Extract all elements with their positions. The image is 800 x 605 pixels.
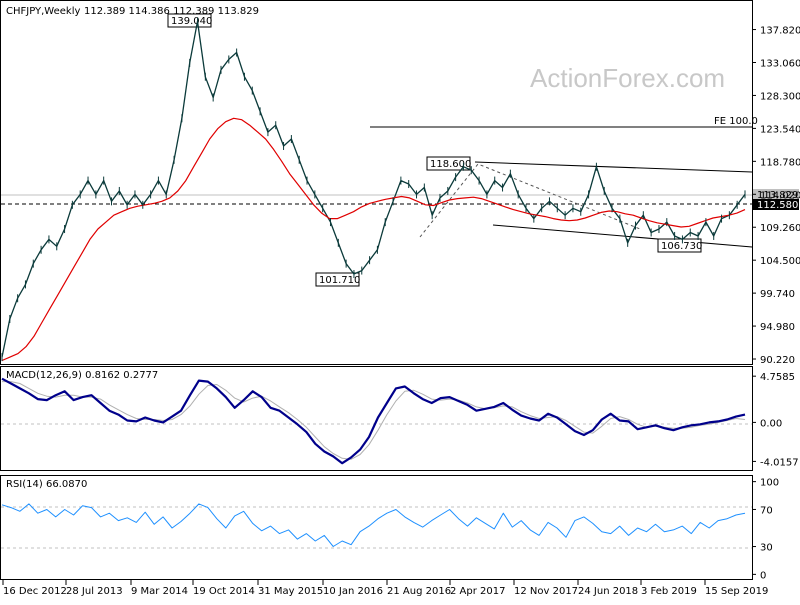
dynamic-layer: 137.820 133.060 128.300 123.540 118.780 114.0… bbox=[1, 17, 800, 597]
svg-text:106.730: 106.730 bbox=[661, 241, 702, 252]
date-tick-label: 3 Feb 2019 bbox=[641, 586, 697, 597]
price-panel-title: CHFJPY,Weekly bbox=[6, 6, 80, 17]
annotation-101710: 101.710 bbox=[315, 272, 360, 287]
level-tag bbox=[753, 199, 799, 210]
channel-lower-line bbox=[492, 224, 753, 248]
rsi-panel-title: RSI(14) 66.0870 bbox=[6, 479, 87, 490]
price-axis-tick-label: 137.820 bbox=[760, 26, 800, 37]
price-axis-tick-label: 90.220 bbox=[760, 355, 795, 366]
macd-axis-tick-label: 0.00 bbox=[760, 418, 782, 429]
svg-text:118.600: 118.600 bbox=[430, 159, 471, 170]
date-tick-label: 21 Aug 2016 bbox=[387, 586, 451, 597]
date-tick-label: 28 Jul 2013 bbox=[66, 586, 123, 597]
price-axis-tick-label: 94.980 bbox=[760, 322, 795, 333]
date-tick-label: 24 Jun 2018 bbox=[578, 586, 638, 597]
rsi-axis-tick-label: 70 bbox=[760, 505, 773, 516]
moving-average-line bbox=[1, 117, 746, 362]
rsi-axis-tick-label: 30 bbox=[760, 543, 773, 554]
date-tick-label: 16 Dec 2012 bbox=[3, 586, 67, 597]
rsi-line bbox=[1, 503, 746, 547]
level-tag-text: 112.580 bbox=[757, 200, 798, 211]
price-axis-tick-label: 123.540 bbox=[760, 124, 800, 135]
current-price-tag-text: 113.829 bbox=[757, 190, 798, 201]
price-axis-tick-label: 128.300 bbox=[760, 91, 800, 102]
price-panel-frame bbox=[0, 0, 753, 365]
macd-line bbox=[1, 377, 746, 465]
macd-signal-line bbox=[2, 381, 746, 460]
rsi-axis-tick-label: 100 bbox=[760, 478, 779, 489]
rsi-axis-tick-label: 0 bbox=[760, 570, 766, 581]
channel-upper-line bbox=[474, 161, 753, 173]
fib-dash-line bbox=[419, 163, 641, 238]
date-tick-label: 15 Sep 2019 bbox=[705, 586, 768, 597]
fe-100-label: FE 100.0 bbox=[714, 116, 758, 127]
annotation-139040: 139.040 bbox=[167, 13, 212, 28]
date-tick-label: 9 Mar 2014 bbox=[131, 586, 188, 597]
svg-text:139.040: 139.040 bbox=[171, 16, 212, 27]
date-tick-label: 2 Apr 2017 bbox=[450, 586, 505, 597]
price-axis-tick-label: 99.740 bbox=[760, 289, 795, 300]
current-price-tag bbox=[753, 189, 799, 200]
price-line bbox=[1, 20, 746, 358]
date-tick-label: 31 May 2015 bbox=[258, 586, 323, 597]
ohlc-readout: 112.389 114.386 112.389 113.829 bbox=[84, 6, 259, 17]
macd-axis-tick-label: 4.7585 bbox=[760, 372, 795, 383]
price-axis-tick-label: 114.020 bbox=[760, 190, 800, 201]
watermark: ActionForex.com bbox=[530, 63, 725, 93]
date-tick-label: 10 Jan 2016 bbox=[323, 586, 383, 597]
macd-panel-title: MACD(12,26,9) 0.8162 0.2777 bbox=[6, 370, 158, 381]
price-axis-tick-label: 104.500 bbox=[760, 256, 800, 267]
price-axis-tick-label: 133.060 bbox=[760, 58, 800, 69]
date-tick-label: 12 Nov 2017 bbox=[514, 586, 578, 597]
price-axis-tick-label: 109.260 bbox=[760, 223, 800, 234]
rsi-panel-frame bbox=[0, 475, 753, 580]
svg-text:101.710: 101.710 bbox=[319, 275, 360, 286]
date-tick-label: 19 Oct 2014 bbox=[193, 586, 255, 597]
price-axis-tick-label: 118.780 bbox=[760, 157, 800, 168]
annotation-106730: 106.730 bbox=[657, 238, 702, 253]
annotation-118600: 118.600 bbox=[426, 156, 471, 171]
macd-axis-tick-label: -4.0157 bbox=[760, 457, 799, 468]
